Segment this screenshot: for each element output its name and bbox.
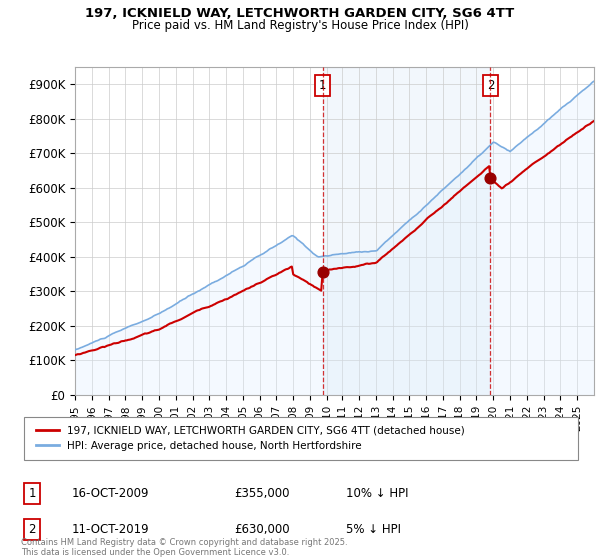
Text: 11-OCT-2019: 11-OCT-2019	[71, 523, 149, 536]
FancyBboxPatch shape	[24, 417, 578, 460]
Point	[485, 173, 495, 182]
Text: 1: 1	[319, 79, 326, 92]
Bar	[323, 67, 490, 395]
Text: Contains HM Land Registry data © Crown copyright and database right 2025.
This d: Contains HM Land Registry data © Crown c…	[21, 538, 347, 557]
Text: 1: 1	[28, 487, 36, 500]
Text: 10% ↓ HPI: 10% ↓ HPI	[346, 487, 409, 500]
Legend: 197, ICKNIELD WAY, LETCHWORTH GARDEN CITY, SG6 4TT (detached house), HPI: Averag: 197, ICKNIELD WAY, LETCHWORTH GARDEN CIT…	[32, 422, 469, 455]
Point	[318, 268, 328, 277]
Text: 5% ↓ HPI: 5% ↓ HPI	[346, 523, 401, 536]
Text: £355,000: £355,000	[234, 487, 290, 500]
Text: 197, ICKNIELD WAY, LETCHWORTH GARDEN CITY, SG6 4TT: 197, ICKNIELD WAY, LETCHWORTH GARDEN CIT…	[85, 7, 515, 20]
Text: 2: 2	[487, 79, 494, 92]
Text: Price paid vs. HM Land Registry's House Price Index (HPI): Price paid vs. HM Land Registry's House …	[131, 19, 469, 32]
Text: 16-OCT-2009: 16-OCT-2009	[71, 487, 149, 500]
Text: £630,000: £630,000	[234, 523, 290, 536]
Text: 2: 2	[28, 523, 36, 536]
